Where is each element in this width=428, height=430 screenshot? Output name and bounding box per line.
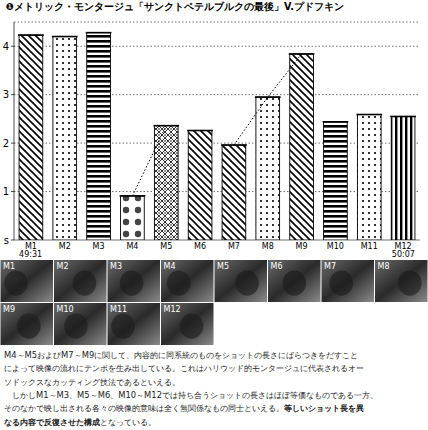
tick-mark xyxy=(11,94,14,95)
time-annotation: 49:31 xyxy=(19,250,42,259)
bar xyxy=(357,115,381,240)
thumbnail-shade xyxy=(167,271,191,296)
thumbnail xyxy=(268,260,321,302)
bar-cap xyxy=(18,34,44,36)
bar-cap xyxy=(323,121,349,123)
text: そのなかで映し出される各々の映像的意味は全く無関係なもの同士といえる。 xyxy=(4,403,284,413)
category-label: M2 xyxy=(59,242,71,251)
thumbnail-shade xyxy=(330,271,354,296)
bar xyxy=(391,116,415,240)
connector-line xyxy=(132,54,301,196)
bar-cap xyxy=(255,96,281,98)
page: ❶メトリック・モンタージュ「サンクトペテルブルクの最後」V.プドフキン s 1 2 3 4… xyxy=(0,0,428,430)
tick-label: 1 xyxy=(3,186,9,197)
thumbnail-shade xyxy=(4,271,28,296)
bar xyxy=(121,196,145,240)
text: ソドックスなカッティング技法であるといえる。 xyxy=(4,377,180,387)
thumbnail-label: M2 xyxy=(57,262,69,271)
bar-cap xyxy=(187,130,213,132)
thumbnail-label: M11 xyxy=(110,305,127,314)
bar xyxy=(87,33,111,240)
time-annotation: 50:07 xyxy=(392,250,415,259)
bar xyxy=(19,35,43,240)
thumbnail-shade xyxy=(398,271,422,296)
bar-cap xyxy=(390,116,416,118)
thumbnail-label: M5 xyxy=(217,262,229,271)
thumbnail-label: M4 xyxy=(164,262,176,271)
category-label: M5 xyxy=(160,242,172,251)
thumbnail-label: M12 xyxy=(164,305,181,314)
text-line: なる内容で反復させた構成となっている。 xyxy=(4,417,156,428)
tick-mark xyxy=(11,143,14,144)
thumbnail-shade xyxy=(282,271,306,296)
y-axis xyxy=(14,22,15,240)
thumbnail-shade xyxy=(73,271,97,296)
bold-text: なる内容で反復させた構成 xyxy=(4,417,100,427)
text-line: しかしM1～M3、M5～M6、M10～M12では持ち合うショットの長さはほぼ等価… xyxy=(4,390,378,401)
thumbnail-label: M1 xyxy=(3,262,15,271)
thumbnail xyxy=(161,260,214,302)
category-label: M7 xyxy=(228,242,240,251)
thumbnail-shade xyxy=(111,314,135,339)
thumbnail xyxy=(375,260,428,302)
tick-mark xyxy=(11,240,14,241)
thumbnail xyxy=(322,260,375,302)
tick-label: 3 xyxy=(3,89,9,100)
category-label: M3 xyxy=(93,242,105,251)
category-label: M11 xyxy=(361,242,378,251)
text-line: ソドックスなカッティング技法であるといえる。 xyxy=(4,377,180,388)
tick-mark xyxy=(11,191,14,192)
tick-label: s xyxy=(4,235,9,246)
bar xyxy=(53,37,77,240)
tick-label: 4 xyxy=(3,41,9,52)
tick-label: 2 xyxy=(3,138,9,149)
category-label: M9 xyxy=(296,242,308,251)
bar xyxy=(222,145,246,240)
thumbnail xyxy=(108,303,161,345)
text: しかしM1～M3、M5～M6、M10～M12では持ち合うショットの長さはほぼ等価… xyxy=(4,390,378,400)
bar xyxy=(290,54,314,240)
thumbnail-shade xyxy=(120,271,144,296)
marks xyxy=(18,33,416,240)
thumbnail xyxy=(54,303,107,345)
thumbnail-label: M8 xyxy=(378,262,390,271)
thumbnail xyxy=(161,303,214,345)
thumbnail xyxy=(1,260,54,302)
thumbnail-shade xyxy=(180,314,204,339)
bar xyxy=(324,122,348,240)
category-label: M8 xyxy=(262,242,274,251)
text: によって映像の流れにテンポを生み出している。これはハリウッド的モンタージュに代表… xyxy=(4,363,364,373)
thumbnail xyxy=(215,260,268,302)
thumbnail-label: M10 xyxy=(57,305,74,314)
plot-frame-top xyxy=(14,22,420,23)
bar xyxy=(154,126,178,240)
category-label: M4 xyxy=(126,242,138,251)
thumbnail xyxy=(108,260,161,302)
title: ❶メトリック・モンタージュ「サンクトペテルブルクの最後」V.プドフキン xyxy=(6,1,344,12)
thumbnail-label: M3 xyxy=(110,262,122,271)
text: M4～M5およびM7～M9に関して、内容的に同系統のものをショットの長さにばらつ… xyxy=(4,350,358,360)
chart: ❶メトリック・モンタージュ「サンクトペテルブルクの最後」V.プドフキン s 1 2 3 4… xyxy=(0,0,428,346)
bar-cap xyxy=(86,32,112,34)
bar-cap xyxy=(356,114,382,116)
text-line: によって映像の流れにテンポを生み出している。これはハリウッド的モンタージュに代表… xyxy=(4,363,364,374)
category-label: M10 xyxy=(327,242,344,251)
tick-mark xyxy=(11,46,14,47)
thumbnail-shade xyxy=(64,314,88,339)
thumbnail-label: M7 xyxy=(324,262,336,271)
thumbnail xyxy=(54,260,107,302)
thumbnail-label: M6 xyxy=(271,262,283,271)
thumbnail xyxy=(1,303,54,345)
thumbnail-label: M9 xyxy=(3,305,15,314)
bar-cap xyxy=(52,36,78,38)
text-line: M4～M5およびM7～M9に関して、内容的に同系統のものをショットの長さにばらつ… xyxy=(4,350,358,361)
thumbnail-shade xyxy=(17,314,41,339)
bar xyxy=(188,131,212,240)
text-line: そのなかで映し出される各々の映像的意味は全く無関係なもの同士といえる。等しいショ… xyxy=(4,403,364,414)
category-label: M6 xyxy=(194,242,206,251)
text: となっている。 xyxy=(100,417,156,427)
thumbnail-shade xyxy=(235,271,259,296)
bar xyxy=(256,97,280,240)
bold-text: 等しいショット長を異 xyxy=(284,403,364,413)
